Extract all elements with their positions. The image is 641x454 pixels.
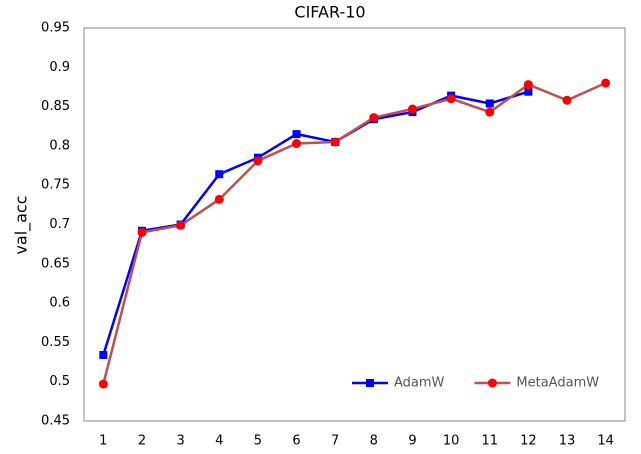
marker	[214, 194, 224, 204]
marker	[485, 99, 494, 108]
y-tick-label: 0.6	[49, 296, 70, 311]
marker	[215, 170, 224, 179]
marker	[601, 78, 611, 88]
marker	[292, 139, 302, 149]
y-tick-label: 0.65	[41, 256, 70, 271]
series-line	[102, 81, 607, 385]
marker	[330, 137, 340, 147]
marker	[98, 379, 108, 389]
plot-frame	[83, 27, 626, 422]
y-tick-label: 0.8	[49, 138, 70, 153]
x-tick-label: 4	[215, 434, 223, 449]
marker	[524, 87, 533, 96]
marker	[446, 94, 456, 104]
y-tick-label: 0.55	[41, 335, 70, 350]
x-tick-label: 11	[481, 434, 498, 449]
y-tick-label: 0.95	[41, 21, 70, 36]
x-tick-label: 14	[597, 434, 614, 449]
marker	[253, 156, 263, 166]
x-tick-label: 1	[99, 434, 107, 449]
y-tick-label: 0.75	[41, 178, 70, 193]
y-tick-label: 0.85	[41, 99, 70, 114]
x-tick-label: 6	[292, 434, 300, 449]
marker	[523, 80, 533, 90]
marker	[562, 95, 572, 105]
x-tick-label: 8	[370, 434, 378, 449]
x-tick-label: 13	[559, 434, 576, 449]
marker	[366, 379, 374, 387]
x-tick-label: 3	[176, 434, 184, 449]
chart-title: CIFAR-10	[294, 3, 365, 22]
x-tick-label: 9	[408, 434, 416, 449]
y-tick-label: 0.9	[49, 60, 70, 75]
marker	[369, 113, 379, 123]
legend-label: MetaAdamW	[516, 376, 599, 391]
marker	[176, 220, 186, 230]
y-tick-label: 0.7	[49, 217, 70, 232]
y-tick-label: 0.5	[49, 374, 70, 389]
marker	[137, 227, 147, 237]
marker	[487, 378, 497, 388]
x-tick-label: 5	[254, 434, 262, 449]
x-tick-label: 2	[138, 434, 146, 449]
marker	[485, 107, 495, 117]
x-tick-label: 7	[331, 434, 339, 449]
legend-label: AdamW	[394, 376, 445, 391]
x-tick-label: 12	[520, 434, 537, 449]
marker	[292, 130, 301, 139]
marker	[99, 350, 108, 359]
marker	[407, 104, 417, 114]
y-axis-label: val_acc	[12, 195, 32, 254]
x-tick-label: 10	[443, 434, 460, 449]
y-tick-label: 0.45	[41, 414, 70, 429]
